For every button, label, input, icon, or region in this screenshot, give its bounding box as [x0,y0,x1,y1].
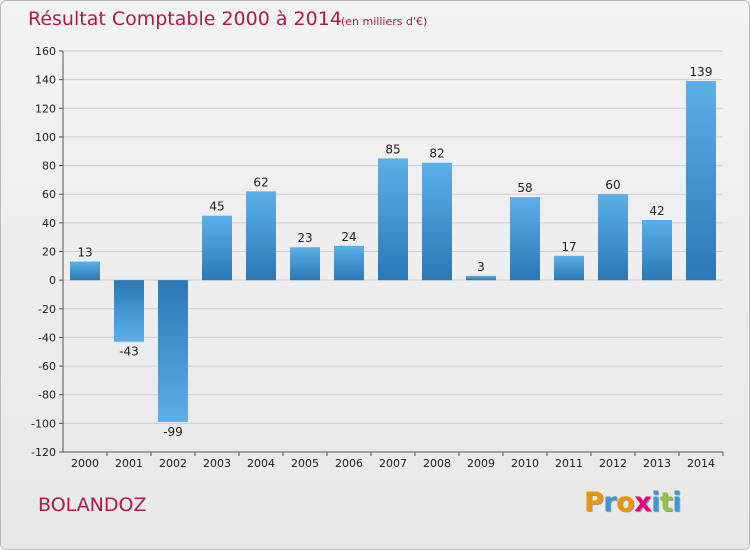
bar-2011 [554,255,584,281]
bar-2013 [642,219,672,281]
bar-2002 [158,280,188,422]
y-tick-label: -40 [38,331,56,344]
x-tick-label: 2002 [159,457,187,470]
x-tick-label: 2004 [247,457,275,470]
y-tick-label: -120 [31,446,56,459]
commune-name: BOLANDOZ [38,494,147,516]
x-tick-label: 2005 [291,457,319,470]
x-tick-label: 2000 [71,457,99,470]
bar-2010 [510,197,540,281]
chart-subtitle: (en milliers d'€) [341,15,428,28]
bar-2001 [114,280,144,342]
x-tick-label: 2010 [511,457,539,470]
x-tick-label: 2008 [423,457,451,470]
x-tick-label: 2011 [555,457,583,470]
value-label-2011: 17 [561,240,576,254]
bar-2003 [202,215,232,281]
x-tick-label: 2013 [643,457,671,470]
value-label-2000: 13 [77,246,92,260]
x-tick-label: 2001 [115,457,143,470]
bar-2012 [598,194,628,281]
bar-2005 [290,247,320,281]
value-label-2009: 3 [477,260,485,274]
bar-2008 [422,162,452,281]
y-tick-label: 80 [42,160,56,173]
bars [70,81,716,422]
y-tick-label: 0 [49,274,56,287]
y-tick-label: 160 [35,45,56,58]
y-tick-label: 40 [42,217,56,230]
x-tick-label: 2006 [335,457,363,470]
value-label-2001: -43 [119,345,139,359]
chart-title: Résultat Comptable 2000 à 2014 [28,8,342,30]
value-label-2012: 60 [605,178,620,192]
bar-2014 [686,81,716,281]
value-label-2007: 85 [385,142,400,156]
value-label-2002: -99 [163,425,183,439]
x-tick-label: 2014 [687,457,715,470]
x-tick-label: 2003 [203,457,231,470]
data-labels: 13 -43 -99 45 62 23 24 85 82 3 58 17 60 42 139 [77,65,712,439]
x-tick-label: 2012 [599,457,627,470]
y-tick-label: 120 [35,102,56,115]
y-tick-label: 140 [35,74,56,87]
bar-2004 [246,191,276,281]
x-tick-label: 2007 [379,457,407,470]
y-tick-label: -60 [38,360,56,373]
y-tick-label: -80 [38,389,56,402]
value-label-2013: 42 [649,204,664,218]
y-tick-label: 100 [35,131,56,144]
bar-2000 [70,261,100,281]
bar-2009 [466,275,496,281]
value-label-2010: 58 [517,181,532,195]
x-tick-label: 2009 [467,457,495,470]
proxiti-logo: Proxiti [584,487,682,518]
value-label-2003: 45 [209,200,224,214]
value-label-2014: 139 [690,65,713,79]
value-label-2008: 82 [429,147,444,161]
y-tick-label: 60 [42,188,56,201]
y-tick-label: 20 [42,246,56,259]
value-label-2006: 24 [341,230,356,244]
value-label-2005: 23 [297,231,312,245]
value-label-2004: 62 [253,175,268,189]
axes: -120 -100 -80 -60 -40 -20 0 20 40 60 80 100 120 140 16… [31,45,724,470]
bar-2006 [334,245,364,281]
bar-2007 [378,158,408,281]
y-tick-label: -100 [31,417,56,430]
y-tick-label: -20 [38,303,56,316]
